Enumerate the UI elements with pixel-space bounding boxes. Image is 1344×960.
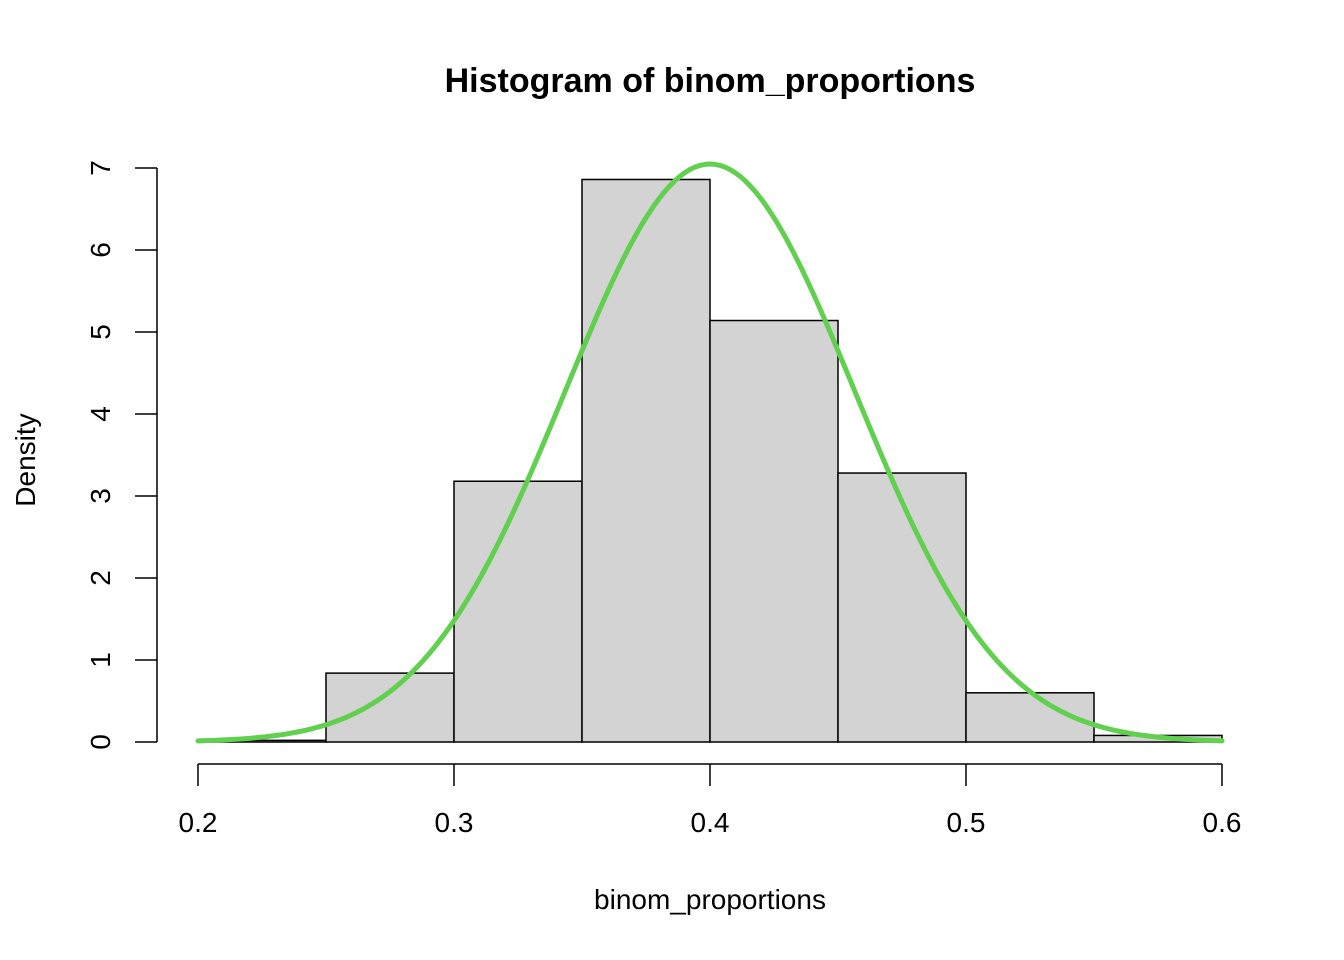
y-tick-label-5: 5 [85, 324, 116, 340]
y-axis: 0 1 2 3 4 5 6 7 [85, 160, 158, 750]
x-tick-label-3: 0.5 [947, 807, 986, 838]
y-tick-label-3: 3 [85, 488, 116, 504]
chart-title: Histogram of binom_proportions [445, 62, 976, 100]
y-axis-label: Density [10, 413, 41, 506]
y-tick-label-0: 0 [85, 734, 116, 750]
histogram-bar-3 [581, 178, 711, 743]
histogram-bar-5 [837, 472, 967, 743]
y-tick-label-1: 1 [85, 652, 116, 668]
y-tick-label-6: 6 [85, 242, 116, 258]
density-curve [195, 161, 1225, 744]
x-axis-label: binom_proportions [594, 884, 826, 915]
y-tick-label-4: 4 [85, 406, 116, 422]
histogram-bars [197, 178, 1223, 743]
x-tick-label-1: 0.3 [435, 807, 474, 838]
x-tick-label-0: 0.2 [179, 807, 218, 838]
histogram-bar-4 [709, 319, 839, 743]
x-tick-label-2: 0.4 [691, 807, 730, 838]
density-curve-layer [195, 161, 1225, 744]
y-tick-label-2: 2 [85, 570, 116, 586]
y-tick-label-7: 7 [85, 160, 116, 176]
x-tick-label-4: 0.6 [1203, 807, 1242, 838]
histogram-bar-2 [453, 480, 583, 743]
x-axis: 0.2 0.3 0.4 0.5 0.6 [179, 763, 1242, 838]
histogram-bar-1 [325, 672, 455, 743]
